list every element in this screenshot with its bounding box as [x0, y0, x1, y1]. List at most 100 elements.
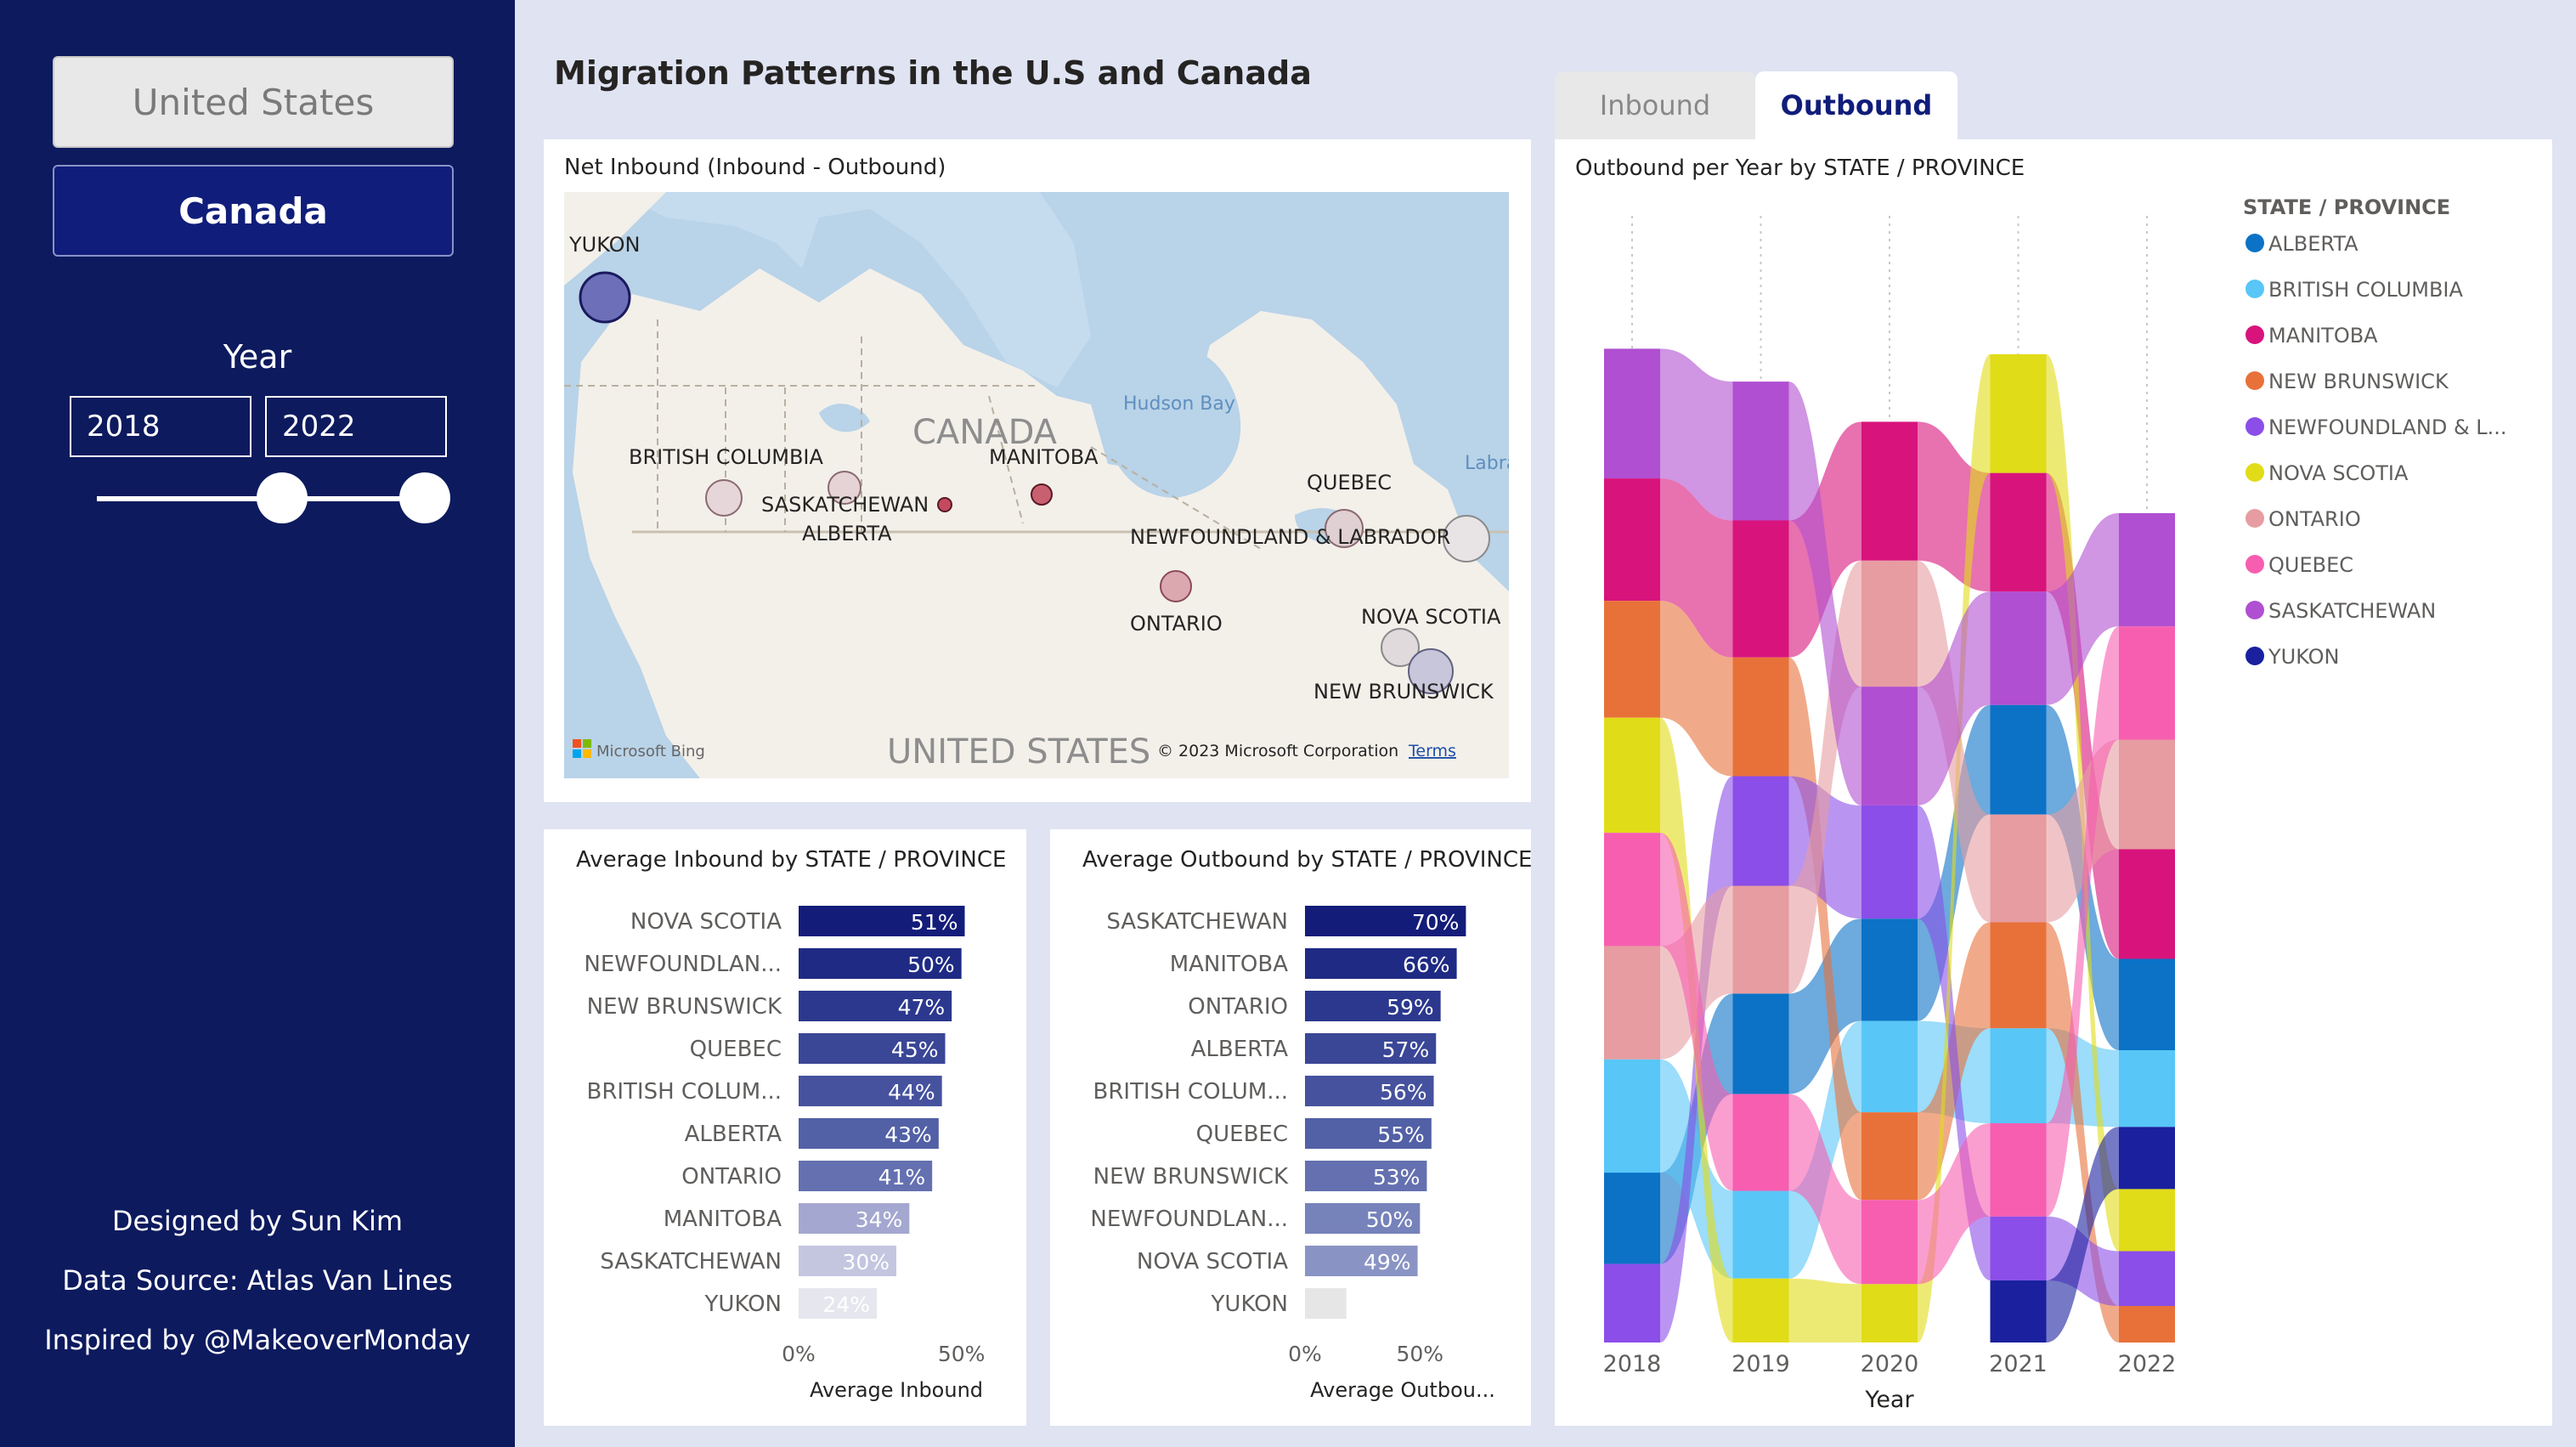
ribbon-segment-ontario[interactable] — [1861, 560, 1918, 687]
ribbon-segment-manitoba[interactable] — [1861, 421, 1918, 561]
avg-inbound-bar-quebec[interactable] — [799, 1033, 946, 1064]
avg-inbound-bar-new-brunswick[interactable] — [799, 991, 952, 1021]
ribbon-segment-nova-scotia[interactable] — [2119, 1189, 2175, 1252]
legend-item-british-columbia[interactable]: BRITISH COLUMBIA — [2268, 278, 2464, 302]
ribbon-flow-quebec[interactable] — [1788, 1094, 1862, 1285]
bubble-new-brunswick[interactable] — [1408, 648, 1454, 694]
ribbon-segment-new-brunswick[interactable] — [1990, 922, 2047, 1029]
ribbon-segment-saskatchewan[interactable] — [1990, 591, 2047, 705]
ribbon-flow-alberta[interactable] — [1788, 919, 1862, 1094]
ribbon-segment-yukon[interactable] — [2119, 1127, 2175, 1190]
year-from-input[interactable]: 2018 — [70, 396, 251, 457]
avg-outbound-bar-yukon[interactable] — [1305, 1288, 1347, 1319]
ribbon-flow-yukon[interactable] — [2046, 1127, 2120, 1342]
ribbon-flow-quebec[interactable] — [1918, 1123, 1991, 1285]
bubble-british-columbia[interactable] — [705, 479, 743, 517]
avg-inbound-bar-alberta[interactable] — [799, 1118, 939, 1149]
legend-item-nova-scotia[interactable]: NOVA SCOTIA — [2268, 461, 2409, 485]
bubble-quebec[interactable] — [1325, 509, 1364, 548]
ribbon-segment-saskatchewan[interactable] — [1604, 348, 1660, 479]
legend-marker-british-columbia[interactable] — [2246, 280, 2264, 298]
legend-marker-quebec[interactable] — [2246, 555, 2264, 574]
ribbon-segment-manitoba[interactable] — [1604, 478, 1660, 602]
bubble-yukon[interactable] — [579, 271, 631, 324]
legend-marker-nova-scotia[interactable] — [2246, 463, 2264, 482]
tab-outbound[interactable]: Outbound — [1755, 71, 1957, 139]
avg-inbound-bar-ontario[interactable] — [799, 1161, 933, 1191]
bubble-saskatchewan[interactable] — [828, 471, 861, 505]
ribbon-segment-quebec[interactable] — [1732, 1094, 1789, 1191]
avg-outbound-chart[interactable]: Average Outbound by STATE / PROVINCE SASK… — [1050, 829, 1532, 1426]
avg-inbound-bar-saskatchewan[interactable] — [799, 1246, 896, 1276]
avg-inbound-bar-yukon[interactable] — [799, 1288, 877, 1319]
ribbon-segment-nova-scotia[interactable] — [1990, 353, 2047, 473]
legend-item-saskatchewan[interactable]: SASKATCHEWAN — [2268, 599, 2436, 623]
ribbon-segment-newfoundland-l[interactable] — [2119, 1251, 2175, 1307]
legend-marker-yukon[interactable] — [2246, 647, 2264, 665]
avg-inbound-bar-british-colum[interactable] — [799, 1076, 942, 1106]
ribbon-flow-quebec[interactable] — [1660, 833, 1733, 1191]
ribbon-segment-ontario[interactable] — [1604, 946, 1660, 1060]
ribbon-segment-british-columbia[interactable] — [1732, 1190, 1789, 1279]
ribbon-segment-manitoba[interactable] — [2119, 849, 2175, 959]
ribbon-segment-nova-scotia[interactable] — [1604, 717, 1660, 834]
bubble-manitoba[interactable] — [1031, 483, 1053, 506]
bubble-nova-scotia[interactable] — [1381, 628, 1420, 667]
ribbon-segment-british-columbia[interactable] — [1990, 1028, 2047, 1123]
year-slider-handle-start[interactable] — [257, 472, 308, 523]
ribbon-flow-nova-scotia[interactable] — [1788, 1278, 1862, 1342]
avg-inbound-bar-manitoba[interactable] — [799, 1203, 910, 1234]
ribbon-flow-saskatchewan[interactable] — [1788, 382, 1862, 805]
ribbon-flow-manitoba[interactable] — [1660, 478, 1733, 658]
ribbon-segment-newfoundland-l[interactable] — [1861, 805, 1918, 919]
legend-item-quebec[interactable]: QUEBEC — [2268, 553, 2353, 577]
ribbon-segment-newfoundland-l[interactable] — [1990, 1216, 2047, 1280]
ribbon-flow-new-brunswick[interactable] — [2046, 922, 2120, 1343]
avg-outbound-bar-alberta[interactable] — [1305, 1033, 1437, 1064]
ribbon-segment-saskatchewan[interactable] — [1861, 687, 1918, 805]
legend-item-alberta[interactable]: ALBERTA — [2268, 232, 2359, 256]
ribbon-segment-alberta[interactable] — [1861, 919, 1918, 1021]
tab-inbound[interactable]: Inbound — [1555, 71, 1755, 139]
ribbon-segment-new-brunswick[interactable] — [1604, 601, 1660, 718]
ribbon-segment-nova-scotia[interactable] — [1861, 1284, 1918, 1342]
legend-marker-manitoba[interactable] — [2246, 325, 2264, 344]
ribbon-segment-british-columbia[interactable] — [2119, 1050, 2175, 1128]
avg-inbound-bar-newfoundlan[interactable] — [799, 948, 962, 979]
ribbon-segment-ontario[interactable] — [1990, 814, 2047, 923]
bubble-ontario[interactable] — [1160, 570, 1192, 602]
ribbon-segment-manitoba[interactable] — [1990, 472, 2047, 592]
ribbon-segment-new-brunswick[interactable] — [1861, 1112, 1918, 1201]
ribbon-segment-alberta[interactable] — [1990, 704, 2047, 815]
avg-outbound-bar-quebec[interactable] — [1305, 1118, 1432, 1149]
ribbon-flow-nova-scotia[interactable] — [1918, 353, 1991, 1343]
ribbon-segment-alberta[interactable] — [1604, 1173, 1660, 1264]
legend-item-ontario[interactable]: ONTARIO — [2268, 507, 2361, 531]
map-visual[interactable]: CANADA UNITED STATES Hudson Bay Labra YU… — [564, 192, 1509, 778]
ribbon-segment-ontario[interactable] — [1732, 885, 1789, 994]
map-terms-link[interactable]: Terms — [1408, 742, 1456, 760]
ribbon-segment-newfoundland-l[interactable] — [1732, 776, 1789, 886]
legend-marker-newfoundland-l[interactable] — [2246, 417, 2264, 436]
ribbon-flow-saskatchewan[interactable] — [1660, 348, 1733, 521]
ribbon-segment-quebec[interactable] — [1604, 833, 1660, 947]
ribbon-segment-new-brunswick[interactable] — [1732, 657, 1789, 777]
ribbon-segment-saskatchewan[interactable] — [2119, 512, 2175, 627]
avg-outbound-bar-manitoba[interactable] — [1305, 948, 1457, 979]
legend-marker-saskatchewan[interactable] — [2246, 601, 2264, 619]
avg-outbound-bar-newfoundlan[interactable] — [1305, 1203, 1421, 1234]
country-button-canada[interactable]: Canada — [53, 165, 454, 257]
legend-item-new-brunswick[interactable]: NEW BRUNSWICK — [2268, 370, 2449, 393]
avg-outbound-bar-british-colum[interactable] — [1305, 1076, 1434, 1106]
legend-item-newfoundland-l[interactable]: NEWFOUNDLAND & L... — [2268, 415, 2507, 439]
ribbon-segment-nova-scotia[interactable] — [1732, 1278, 1789, 1342]
legend-marker-new-brunswick[interactable] — [2246, 371, 2264, 390]
ribbon-segment-alberta[interactable] — [1732, 993, 1789, 1094]
ribbon-flow-saskatchewan[interactable] — [1918, 591, 1991, 805]
ribbon-segment-manitoba[interactable] — [1732, 520, 1789, 658]
year-to-input[interactable]: 2022 — [265, 396, 447, 457]
ribbon-segment-alberta[interactable] — [2119, 958, 2175, 1051]
ribbon-flow-new-brunswick[interactable] — [1660, 601, 1733, 777]
avg-inbound-bar-nova-scotia[interactable] — [799, 906, 965, 936]
avg-outbound-bar-nova-scotia[interactable] — [1305, 1246, 1418, 1276]
